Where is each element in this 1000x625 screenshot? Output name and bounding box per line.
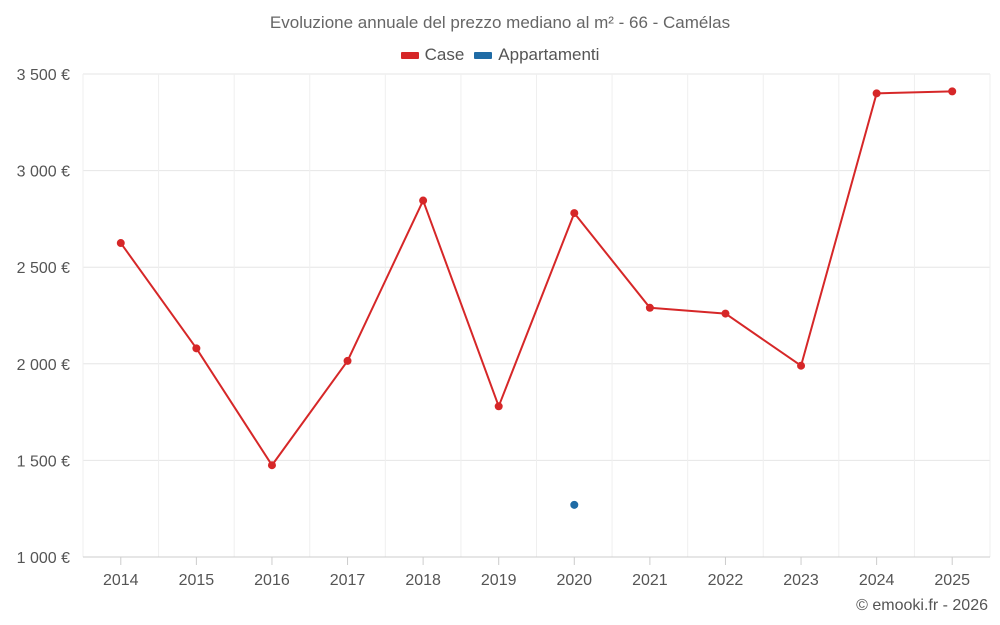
data-point-case-2022[interactable]	[721, 309, 730, 318]
legend-item-appartamenti[interactable]: Appartamenti	[474, 45, 599, 65]
chart-title: Evoluzione annuale del prezzo mediano al…	[269, 13, 731, 32]
x-tick-label: 2014	[103, 572, 139, 589]
x-tick-label: 2017	[330, 572, 366, 589]
x-tick-label: 2025	[934, 572, 970, 589]
data-point-case-2014[interactable]	[116, 239, 125, 248]
data-point-case-2023[interactable]	[797, 361, 806, 370]
data-point-case-2017[interactable]	[343, 356, 352, 365]
y-tick-label: 1 000 €	[17, 550, 70, 567]
data-point-case-2025[interactable]	[948, 87, 957, 96]
legend-label-case: Case	[424, 45, 465, 64]
x-tick-label: 2021	[632, 572, 668, 589]
x-tick-label: 2019	[481, 572, 517, 589]
y-tick-label: 2 500 €	[17, 260, 70, 277]
legend-swatch-appartamenti	[474, 51, 493, 59]
data-point-case-2019[interactable]	[494, 402, 503, 411]
legend-label-appartamenti: Appartamenti	[498, 45, 600, 64]
series-line-case	[119, 90, 953, 467]
y-tick-label: 1 500 €	[17, 453, 70, 470]
y-tick-label: 3 000 €	[17, 164, 70, 181]
y-tick-label: 2 000 €	[17, 357, 70, 374]
legend-item-case[interactable]: Case	[400, 45, 465, 65]
x-tick-label: 2022	[708, 572, 744, 589]
legend-swatch-case	[400, 51, 419, 59]
y-tick-label: 3 500 €	[17, 67, 70, 84]
credit-text: © emooki.fr - 2026	[856, 597, 988, 614]
x-tick-label: 2023	[783, 572, 819, 589]
x-tick-label: 2016	[254, 572, 290, 589]
x-tick-label: 2015	[179, 572, 215, 589]
data-point-case-2020[interactable]	[570, 209, 579, 218]
legend: Case Appartamenti	[0, 45, 1000, 65]
data-point-appartamenti-2020[interactable]	[570, 500, 579, 509]
data-point-case-2021[interactable]	[645, 303, 654, 312]
x-tick-label: 2018	[405, 572, 441, 589]
data-point-case-2016[interactable]	[267, 461, 276, 470]
data-point-case-2018[interactable]	[419, 196, 428, 205]
x-tick-label: 2024	[859, 572, 895, 589]
data-point-case-2024[interactable]	[872, 89, 881, 98]
x-tick-label: 2020	[556, 572, 592, 589]
data-point-case-2015[interactable]	[192, 344, 201, 353]
